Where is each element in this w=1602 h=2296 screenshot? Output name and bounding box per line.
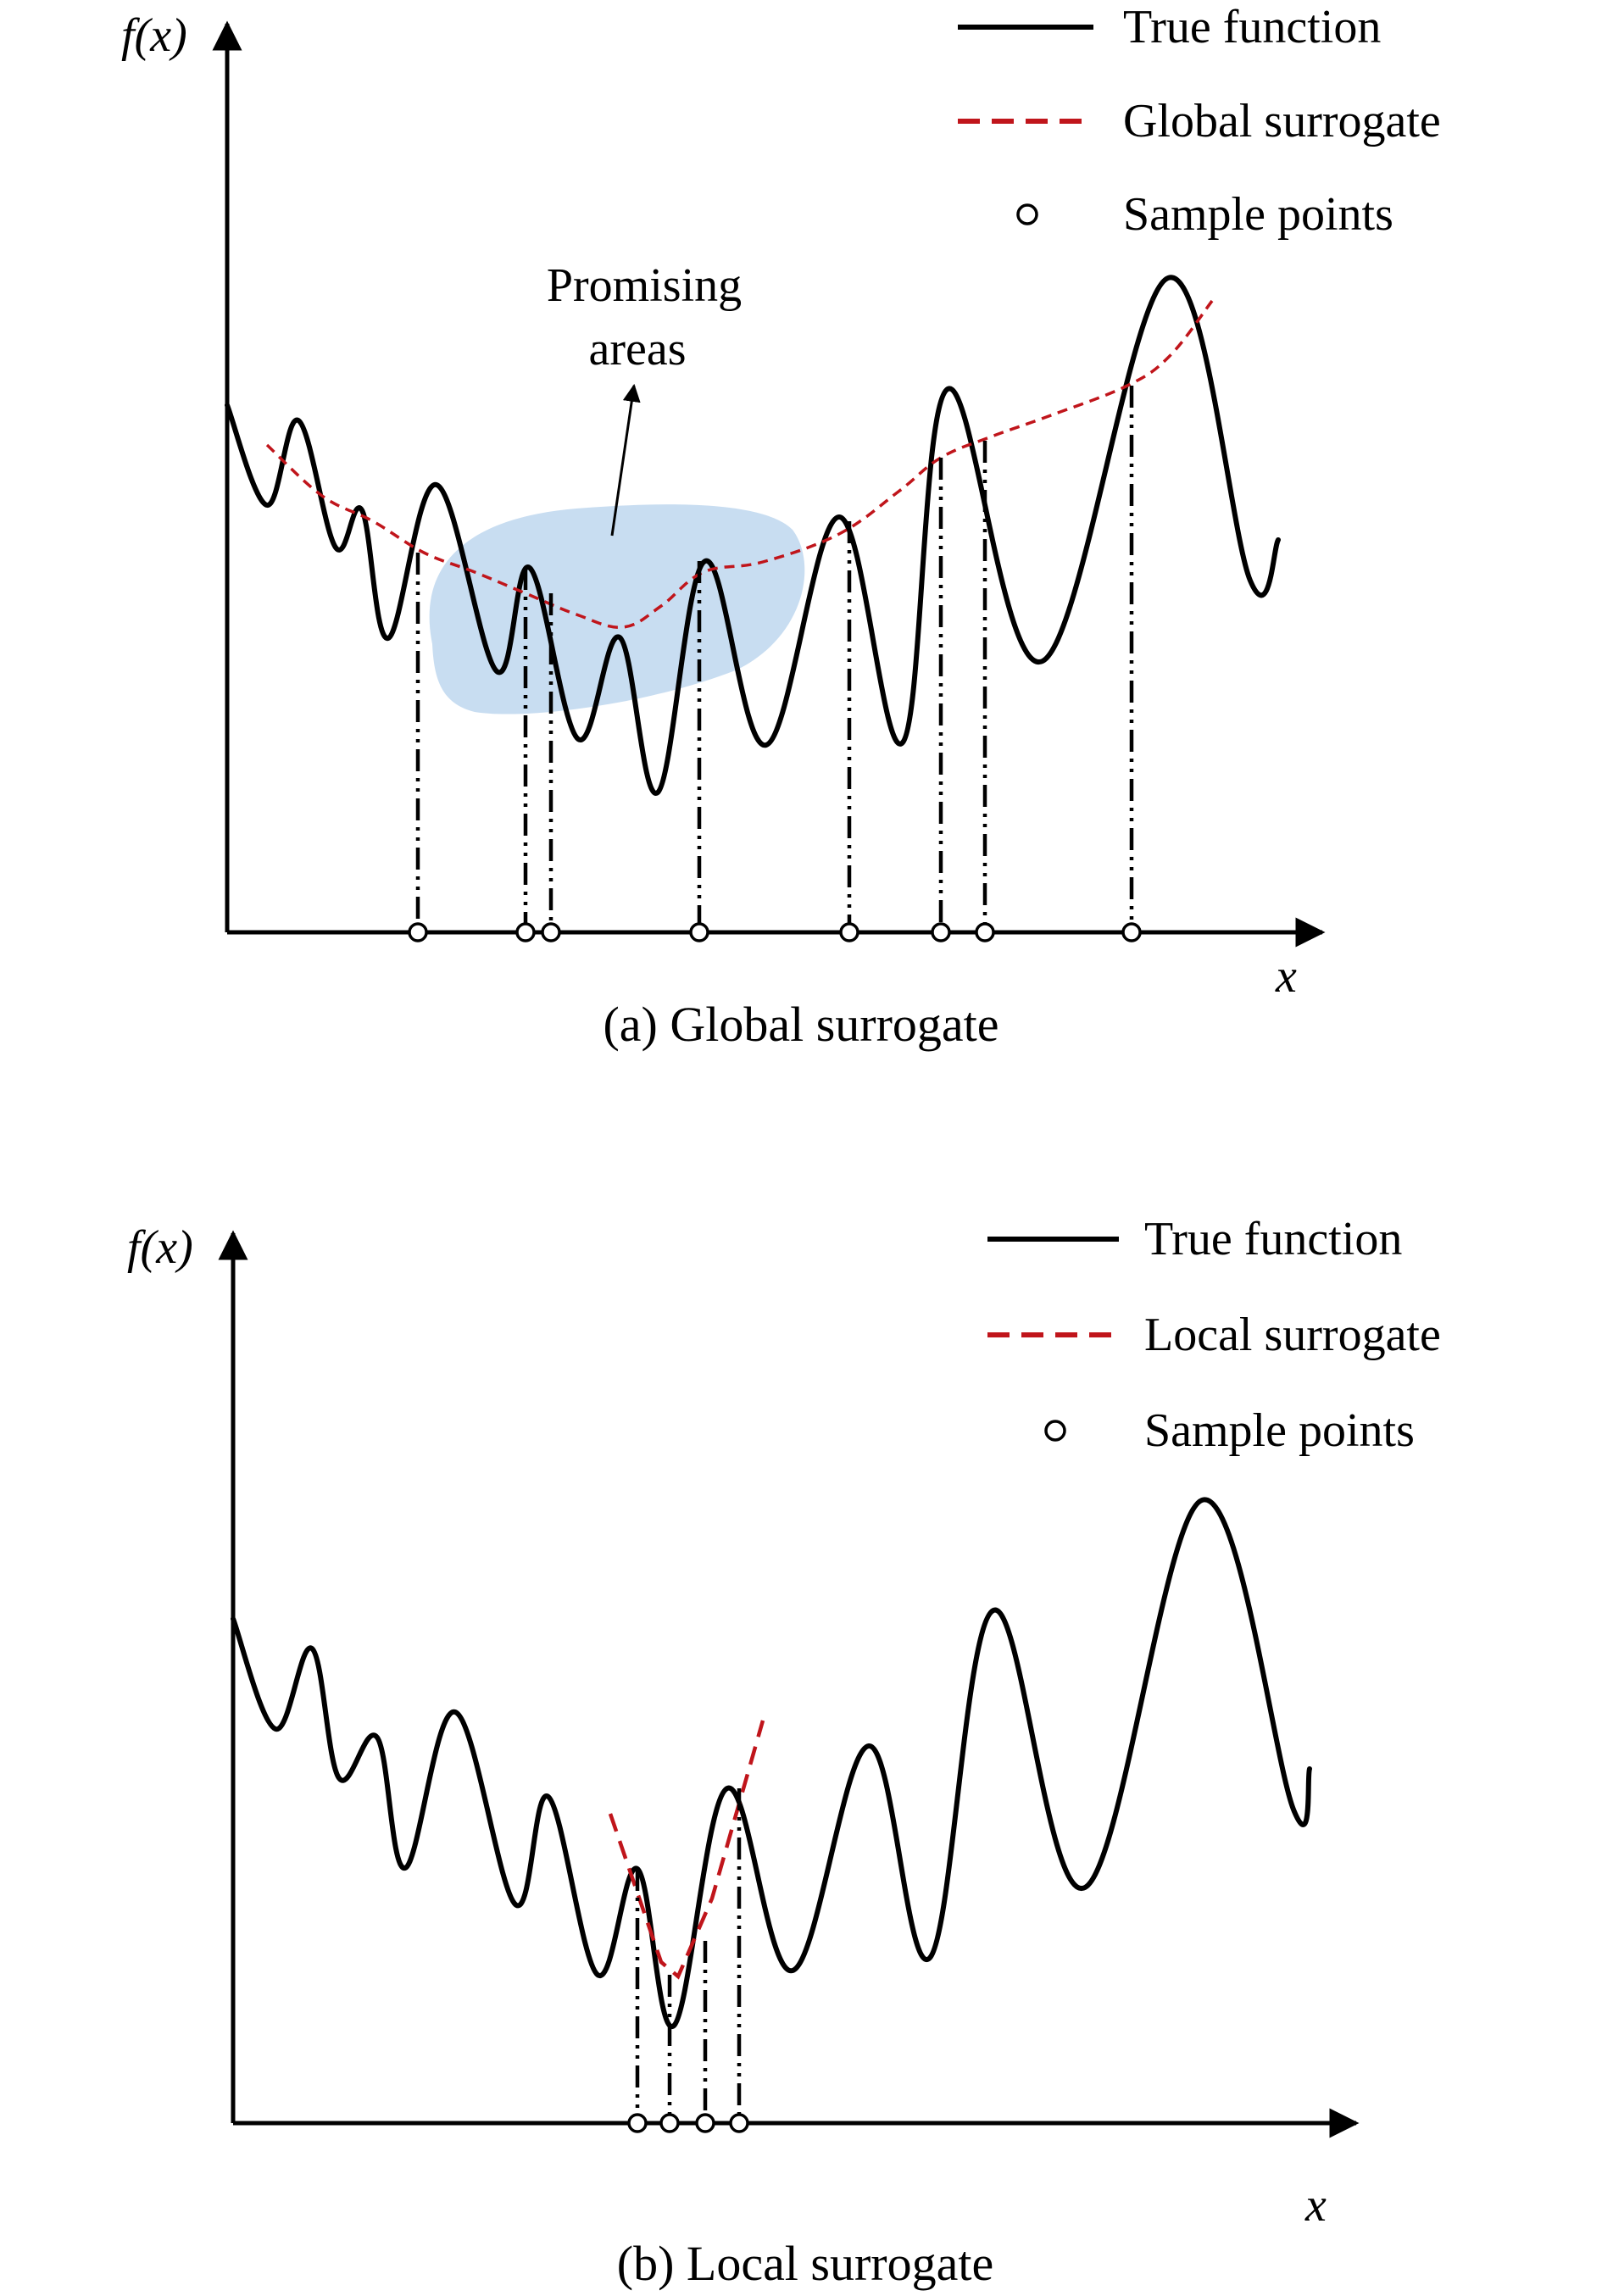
sample-point: [1121, 922, 1142, 942]
sample-point: [975, 922, 995, 942]
x-axis-label: x: [1304, 2179, 1327, 2232]
sample-point: [695, 2113, 715, 2133]
local-surrogate-curve: [608, 1720, 765, 1980]
annotation-line1: Promising: [547, 259, 742, 312]
legend-sample-label: Sample points: [1144, 1404, 1415, 1457]
legend-sample-label: Sample points: [1123, 188, 1393, 241]
global-surrogate-curve: [265, 299, 1214, 629]
sample-points-group: [408, 386, 1142, 942]
promising-area-region: [429, 504, 805, 714]
annotation-arrow: [610, 383, 641, 536]
sample-point: [689, 922, 709, 942]
legend-true-function-label: True function: [1123, 1, 1381, 53]
sample-point: [659, 2113, 680, 2133]
legend-true-function-label: True function: [1144, 1213, 1402, 1265]
panel-caption: (b) Local surrogate: [617, 2236, 993, 2291]
annotation-line2: areas: [588, 323, 686, 375]
true-function-curve: [231, 1497, 1312, 2029]
panel-b: f(x) x (b) Local surrogate True function…: [127, 1213, 1441, 2291]
sample-point: [408, 922, 428, 942]
legend-sample-swatch: [1016, 203, 1038, 225]
sample-points-group: [627, 1788, 749, 2133]
legend: True function Local surrogate Sample poi…: [987, 1213, 1441, 1457]
panel-a: Promising areas f(x) x (a) Global surrog…: [121, 1, 1441, 1052]
legend-surrogate-label: Global surrogate: [1123, 95, 1441, 147]
sample-point: [931, 922, 951, 942]
sample-point: [627, 2113, 648, 2133]
sample-point: [729, 2113, 749, 2133]
y-axis-label: f(x): [127, 1221, 193, 1274]
sample-point: [839, 922, 859, 942]
sample-point: [515, 922, 536, 942]
x-axis-label: x: [1275, 950, 1297, 1003]
y-axis-label: f(x): [121, 9, 187, 62]
legend-sample-swatch: [1044, 1420, 1066, 1442]
true-function-curve: [225, 275, 1281, 796]
sample-point: [541, 922, 561, 942]
panel-caption: (a) Global surrogate: [603, 997, 998, 1052]
legend: True function Global surrogate Sample po…: [958, 1, 1441, 241]
legend-surrogate-label: Local surrogate: [1144, 1309, 1441, 1361]
